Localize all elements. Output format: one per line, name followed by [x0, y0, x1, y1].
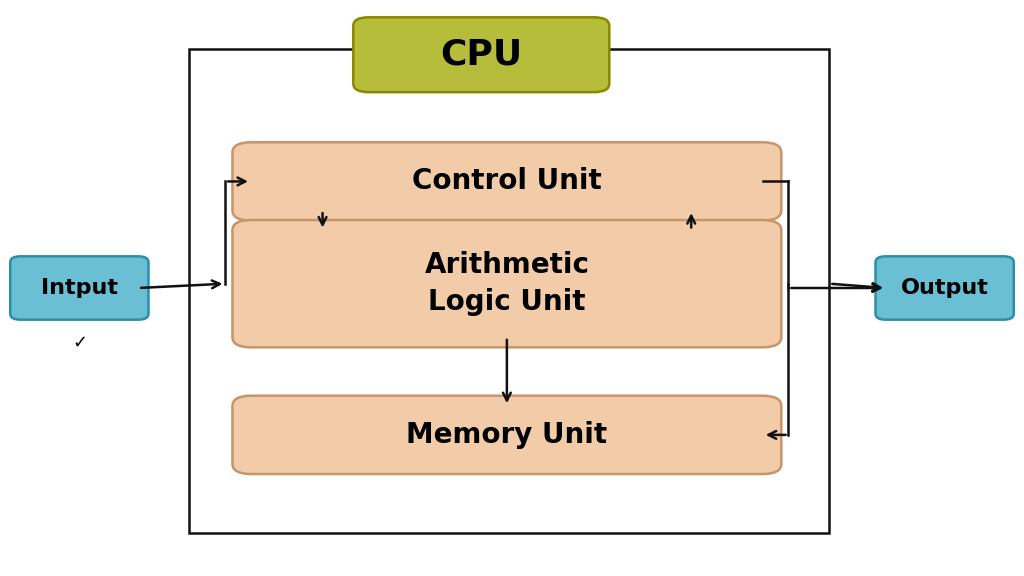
Text: Control Unit: Control Unit	[412, 168, 602, 195]
FancyBboxPatch shape	[10, 256, 148, 320]
FancyBboxPatch shape	[232, 142, 781, 221]
FancyBboxPatch shape	[232, 220, 781, 347]
FancyBboxPatch shape	[353, 17, 609, 92]
Text: Arithmetic
Logic Unit: Arithmetic Logic Unit	[424, 251, 590, 316]
FancyBboxPatch shape	[232, 396, 781, 474]
Bar	[189, 49, 829, 533]
FancyBboxPatch shape	[876, 256, 1014, 320]
Text: Memory Unit: Memory Unit	[407, 421, 607, 449]
Text: CPU: CPU	[440, 37, 522, 72]
Text: Output: Output	[901, 278, 988, 298]
Text: Intput: Intput	[41, 278, 118, 298]
Text: ✓: ✓	[72, 334, 87, 352]
